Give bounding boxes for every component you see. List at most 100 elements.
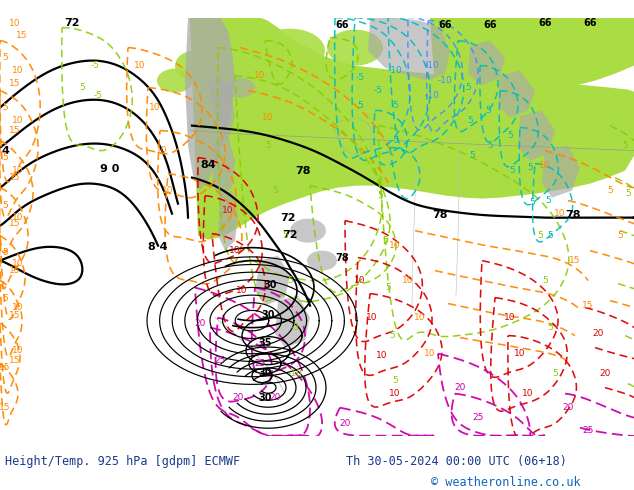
- Text: 5: 5: [467, 116, 473, 125]
- Text: 10: 10: [12, 213, 23, 222]
- Polygon shape: [498, 71, 535, 118]
- Text: 5: 5: [2, 201, 8, 210]
- Text: 10: 10: [424, 349, 436, 358]
- Text: 66: 66: [335, 20, 349, 29]
- Text: 15: 15: [582, 301, 594, 310]
- Text: 66: 66: [483, 20, 497, 29]
- Text: 15: 15: [10, 126, 21, 135]
- Text: 10: 10: [540, 161, 551, 170]
- Text: 5: 5: [537, 231, 543, 240]
- Text: 5: 5: [547, 231, 553, 240]
- Text: 5: 5: [545, 196, 551, 205]
- Text: 30: 30: [261, 310, 275, 319]
- Text: -10: -10: [437, 76, 453, 85]
- Text: -5: -5: [391, 136, 399, 145]
- Text: 10: 10: [389, 241, 401, 250]
- Text: 5: 5: [542, 276, 548, 285]
- Text: 5: 5: [357, 101, 363, 110]
- Text: 5: 5: [469, 151, 475, 160]
- Text: 30: 30: [258, 368, 272, 378]
- Polygon shape: [208, 75, 235, 141]
- Text: 5: 5: [552, 369, 558, 378]
- Polygon shape: [157, 69, 193, 93]
- Text: 10: 10: [262, 113, 274, 122]
- Text: 10: 10: [402, 276, 414, 285]
- Text: 20: 20: [599, 369, 611, 378]
- Text: 5: 5: [2, 153, 8, 162]
- Polygon shape: [255, 28, 325, 73]
- Text: 5: 5: [79, 83, 85, 92]
- Text: 25: 25: [582, 426, 593, 435]
- Text: 10: 10: [514, 349, 526, 358]
- Text: 20: 20: [194, 319, 205, 328]
- Polygon shape: [225, 77, 255, 98]
- Text: 20: 20: [339, 419, 351, 428]
- Text: 15: 15: [10, 266, 21, 275]
- Polygon shape: [327, 29, 383, 66]
- Text: 25: 25: [472, 413, 484, 422]
- Text: 72: 72: [64, 18, 80, 27]
- Text: 5: 5: [2, 294, 8, 303]
- Text: 72: 72: [282, 230, 297, 240]
- Text: 5: 5: [622, 141, 628, 150]
- Text: 10: 10: [134, 61, 146, 70]
- Polygon shape: [218, 191, 238, 250]
- Text: 25: 25: [254, 359, 266, 368]
- Text: 10: 10: [354, 276, 366, 285]
- Polygon shape: [518, 111, 555, 161]
- Text: 10: 10: [162, 186, 174, 195]
- Text: Th 30-05-2024 00:00 UTC (06+18): Th 30-05-2024 00:00 UTC (06+18): [346, 455, 566, 467]
- Text: 5: 5: [485, 106, 491, 115]
- Polygon shape: [185, 18, 235, 191]
- Text: 15: 15: [0, 363, 11, 372]
- Text: 5: 5: [2, 103, 8, 112]
- Text: 15: 15: [10, 219, 21, 228]
- Polygon shape: [430, 18, 634, 96]
- Text: 5: 5: [389, 331, 395, 340]
- Text: 15: 15: [569, 256, 581, 265]
- Text: -5: -5: [93, 91, 103, 100]
- Text: Height/Temp. 925 hPa [gdpm] ECMWF: Height/Temp. 925 hPa [gdpm] ECMWF: [5, 455, 240, 467]
- Text: 10: 10: [12, 303, 23, 312]
- Text: -5: -5: [290, 323, 299, 332]
- Text: 10: 10: [554, 209, 566, 218]
- Text: 5: 5: [282, 231, 288, 240]
- Text: 5: 5: [2, 248, 8, 257]
- Text: 5: 5: [547, 323, 553, 332]
- Text: 5: 5: [607, 186, 613, 195]
- Text: 66: 66: [538, 18, 552, 27]
- Polygon shape: [190, 18, 634, 240]
- Text: 30: 30: [258, 392, 272, 403]
- Text: 5: 5: [265, 141, 271, 150]
- Text: 10: 10: [10, 19, 21, 28]
- Polygon shape: [542, 146, 580, 197]
- Text: 10: 10: [12, 166, 23, 175]
- Polygon shape: [212, 136, 235, 197]
- Text: 10: 10: [149, 103, 161, 112]
- Text: 5: 5: [465, 83, 471, 92]
- Text: 15: 15: [16, 31, 28, 40]
- Polygon shape: [275, 295, 310, 347]
- Text: 5: 5: [529, 198, 535, 207]
- Text: -5: -5: [391, 101, 399, 110]
- Text: 10: 10: [12, 346, 23, 355]
- Text: 25: 25: [214, 356, 226, 365]
- Text: -5: -5: [91, 61, 100, 70]
- Polygon shape: [175, 50, 215, 81]
- Text: 10: 10: [389, 389, 401, 398]
- Text: 15: 15: [10, 311, 21, 320]
- Text: 10: 10: [522, 389, 534, 398]
- Text: 5: 5: [287, 276, 293, 285]
- Text: 5: 5: [377, 191, 383, 200]
- Text: -10: -10: [288, 369, 302, 378]
- Text: 84: 84: [200, 160, 216, 170]
- Text: 78: 78: [565, 210, 581, 220]
- Text: 5: 5: [392, 376, 398, 385]
- Text: 30: 30: [263, 280, 277, 290]
- Text: 20: 20: [592, 329, 604, 338]
- Polygon shape: [290, 219, 326, 243]
- Polygon shape: [468, 41, 505, 86]
- Text: © weatheronline.co.uk: © weatheronline.co.uk: [431, 476, 581, 489]
- Text: 10: 10: [236, 286, 248, 295]
- Polygon shape: [307, 250, 337, 270]
